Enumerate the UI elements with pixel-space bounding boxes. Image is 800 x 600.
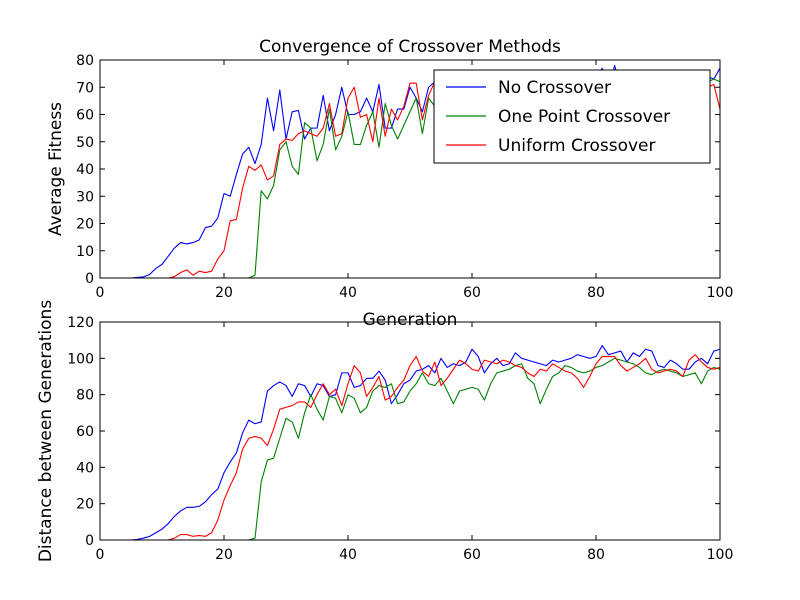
y-tick-label: 60 bbox=[76, 108, 94, 124]
x-tick-label: 80 bbox=[587, 285, 605, 301]
x-tick-label: 100 bbox=[707, 285, 734, 301]
y-tick-label: 20 bbox=[76, 497, 94, 513]
y-tick-label: 40 bbox=[76, 162, 94, 178]
y-tick-label: 0 bbox=[85, 271, 94, 287]
y-tick-label: 50 bbox=[76, 135, 94, 151]
chart-title: Convergence of Crossover Methods bbox=[259, 37, 561, 57]
x-tick-label: 100 bbox=[707, 547, 734, 563]
legend-label-no-crossover: No Crossover bbox=[498, 78, 611, 98]
x-axis-label: Generation bbox=[363, 310, 458, 330]
series-line-3 bbox=[100, 354, 721, 541]
y-axis-label: Distance between Generations bbox=[36, 300, 56, 562]
y-tick-label: 80 bbox=[76, 388, 94, 404]
legend-label-one-point-crossover: One Point Crossover bbox=[498, 107, 670, 127]
y-tick-label: 120 bbox=[67, 315, 94, 331]
x-tick-label: 40 bbox=[339, 285, 357, 301]
y-tick-label: 20 bbox=[76, 217, 94, 233]
y-tick-label: 10 bbox=[76, 244, 94, 260]
x-tick-label: 0 bbox=[96, 547, 105, 563]
x-tick-label: 40 bbox=[339, 547, 357, 563]
legend-label-uniform-crossover: Uniform Crossover bbox=[498, 136, 656, 156]
distance-plot-area: 0 20 40 60 80 100 0 20 40 60 80 100 120 bbox=[67, 315, 733, 563]
x-tick-label: 20 bbox=[215, 285, 233, 301]
y-tick-label: 40 bbox=[76, 460, 94, 476]
legend: No Crossover One Point Crossover Uniform C… bbox=[433, 69, 711, 164]
y-tick-label: 80 bbox=[76, 53, 94, 69]
x-tick-label: 0 bbox=[96, 285, 105, 301]
y-tick-label: 0 bbox=[85, 533, 94, 549]
y-axis-label: Average Fitness bbox=[46, 102, 66, 236]
x-tick-label: 60 bbox=[463, 547, 481, 563]
y-tick-label: 60 bbox=[76, 424, 94, 440]
x-tick-label: 80 bbox=[587, 547, 605, 563]
fitness-chart: Convergence of Crossover Methods 0 20 40 60… bbox=[46, 37, 733, 330]
x-tick-label: 20 bbox=[215, 547, 233, 563]
y-tick-label: 100 bbox=[67, 351, 94, 367]
y-tick-label: 30 bbox=[76, 189, 94, 205]
x-tick-label: 60 bbox=[463, 285, 481, 301]
y-tick-label: 70 bbox=[76, 80, 94, 96]
series-line-1 bbox=[100, 345, 721, 541]
distance-chart: 0 20 40 60 80 100 0 20 40 60 80 100 120 Distance bet… bbox=[36, 300, 733, 563]
